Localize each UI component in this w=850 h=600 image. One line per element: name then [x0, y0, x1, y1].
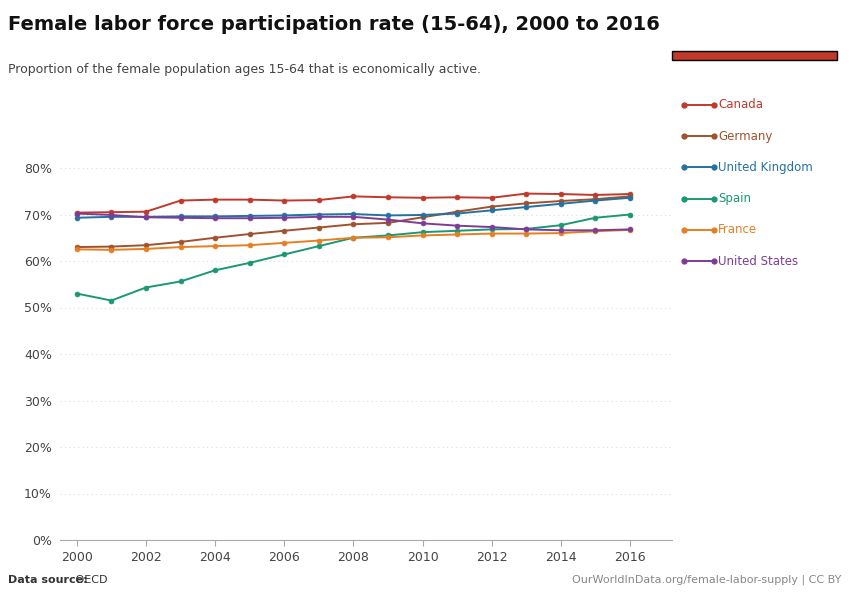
Text: Germany: Germany [718, 130, 773, 143]
Text: Data source:: Data source: [8, 575, 88, 585]
Text: Canada: Canada [718, 98, 763, 112]
Text: Proportion of the female population ages 15-64 that is economically active.: Proportion of the female population ages… [8, 63, 481, 76]
Text: Spain: Spain [718, 192, 751, 205]
Text: United Kingdom: United Kingdom [718, 161, 813, 174]
Text: United States: United States [718, 254, 798, 268]
Text: OECD: OECD [72, 575, 108, 585]
Text: France: France [718, 223, 757, 236]
Text: Our World: Our World [721, 18, 788, 31]
Text: in Data: in Data [730, 35, 779, 48]
Text: OurWorldInData.org/female-labor-supply | CC BY: OurWorldInData.org/female-labor-supply |… [572, 575, 842, 585]
Text: Female labor force participation rate (15-64), 2000 to 2016: Female labor force participation rate (1… [8, 15, 660, 34]
FancyBboxPatch shape [672, 51, 837, 60]
